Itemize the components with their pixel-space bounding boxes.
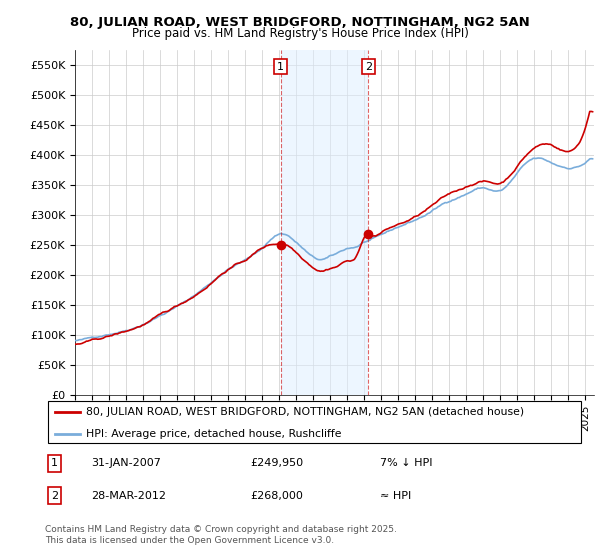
Text: 7% ↓ HPI: 7% ↓ HPI — [380, 459, 432, 468]
Text: 80, JULIAN ROAD, WEST BRIDGFORD, NOTTINGHAM, NG2 5AN: 80, JULIAN ROAD, WEST BRIDGFORD, NOTTING… — [70, 16, 530, 29]
Text: Price paid vs. HM Land Registry's House Price Index (HPI): Price paid vs. HM Land Registry's House … — [131, 27, 469, 40]
Text: 1: 1 — [51, 459, 58, 468]
Text: 28-MAR-2012: 28-MAR-2012 — [91, 491, 166, 501]
Text: £268,000: £268,000 — [250, 491, 303, 501]
Text: HPI: Average price, detached house, Rushcliffe: HPI: Average price, detached house, Rush… — [86, 429, 341, 438]
Text: 1: 1 — [277, 62, 284, 72]
Text: 80, JULIAN ROAD, WEST BRIDGFORD, NOTTINGHAM, NG2 5AN (detached house): 80, JULIAN ROAD, WEST BRIDGFORD, NOTTING… — [86, 407, 524, 417]
Text: £249,950: £249,950 — [250, 459, 304, 468]
Text: 31-JAN-2007: 31-JAN-2007 — [91, 459, 161, 468]
Text: 2: 2 — [365, 62, 372, 72]
Text: ≈ HPI: ≈ HPI — [380, 491, 411, 501]
Text: Contains HM Land Registry data © Crown copyright and database right 2025.
This d: Contains HM Land Registry data © Crown c… — [45, 525, 397, 545]
FancyBboxPatch shape — [48, 401, 581, 444]
Text: 2: 2 — [51, 491, 58, 501]
